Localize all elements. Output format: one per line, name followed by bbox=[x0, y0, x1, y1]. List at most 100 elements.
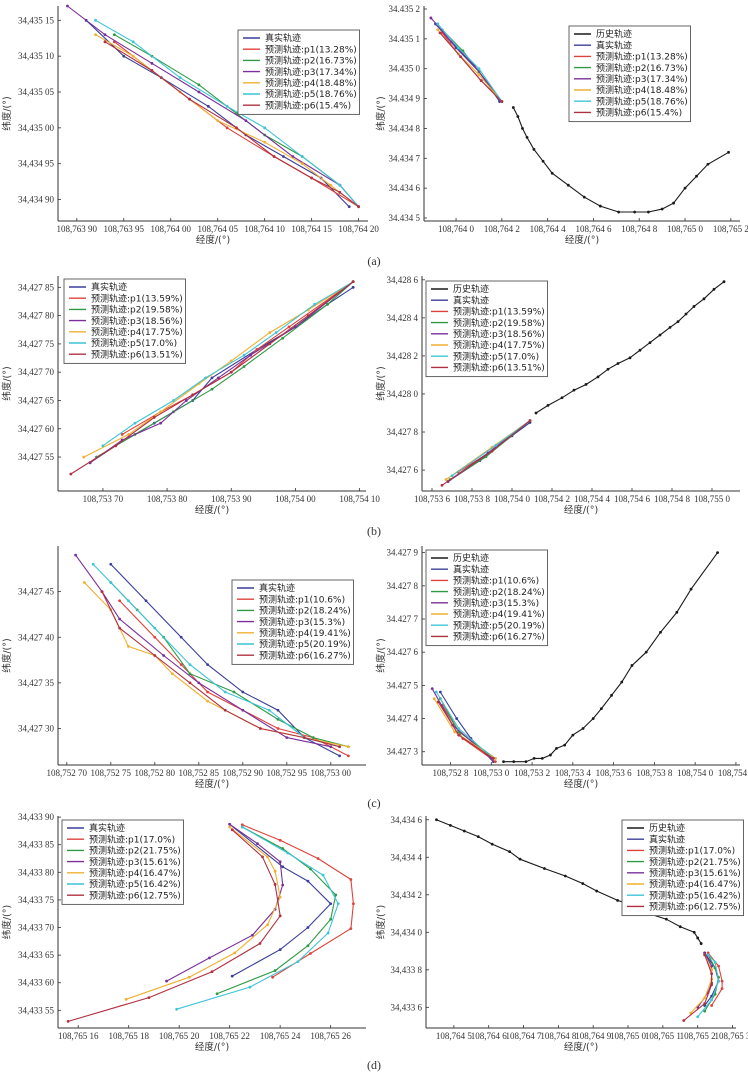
y-axis-title: 纬度/(°) bbox=[375, 96, 387, 130]
data-point bbox=[511, 106, 515, 109]
data-point bbox=[268, 331, 272, 334]
data-point bbox=[429, 16, 433, 20]
y-tick-label: 34,427 6 bbox=[387, 465, 419, 475]
x-tick-label: 108,764 9 bbox=[575, 1031, 612, 1041]
data-point bbox=[338, 754, 341, 758]
data-point bbox=[206, 699, 210, 703]
x-tick-label: 108,753 8 bbox=[454, 494, 491, 504]
data-point bbox=[476, 835, 480, 839]
data-point bbox=[689, 587, 693, 591]
y-tick-label: 34.427 8 bbox=[387, 581, 419, 591]
x-tick-label: 108,765 0 bbox=[610, 1031, 647, 1041]
legend-label: 预测轨迹:p2(19.58%) bbox=[91, 304, 183, 316]
data-point bbox=[178, 76, 182, 80]
data-point bbox=[313, 302, 317, 306]
series-p4 bbox=[432, 697, 497, 760]
data-point bbox=[581, 727, 585, 730]
x-tick-label: 108,752 80 bbox=[135, 768, 176, 778]
legend-box bbox=[621, 819, 744, 917]
data-point bbox=[296, 960, 300, 964]
series-line-p6 bbox=[683, 954, 713, 1021]
legend-label: 预测轨迹:p6(16.27%) bbox=[453, 631, 545, 643]
data-point bbox=[682, 1019, 686, 1022]
series-p5 bbox=[696, 953, 720, 1019]
data-point bbox=[172, 399, 175, 402]
data-point bbox=[230, 828, 234, 832]
data-point bbox=[261, 855, 264, 859]
data-point bbox=[351, 280, 355, 284]
data-point bbox=[69, 472, 73, 476]
data-point bbox=[349, 878, 353, 881]
data-point bbox=[309, 952, 312, 955]
data-point bbox=[66, 1019, 70, 1023]
y-tick-label: 34,433 75 bbox=[18, 895, 55, 905]
x-tick-label: 108,764 0 bbox=[438, 224, 475, 234]
data-point bbox=[65, 4, 69, 8]
legend-label: 预测轨迹:p4(17.75%) bbox=[91, 326, 183, 338]
data-point bbox=[683, 186, 687, 190]
data-point bbox=[581, 882, 585, 885]
data-point bbox=[457, 727, 461, 730]
y-tick-label: 34.435 2 bbox=[389, 4, 421, 14]
x-tick-label: 108,752 75 bbox=[91, 768, 132, 778]
data-point bbox=[287, 325, 291, 329]
x-tick-label: 108,753 80 bbox=[147, 494, 188, 504]
data-point bbox=[206, 104, 210, 108]
legend-label: 预测轨迹:p6(12.75%) bbox=[649, 901, 741, 913]
data-point bbox=[273, 869, 277, 873]
data-point bbox=[267, 708, 271, 712]
series-line-p5 bbox=[451, 420, 531, 477]
data-point bbox=[598, 204, 602, 208]
x-tick-label: 108,753 2 bbox=[514, 768, 550, 778]
legend-label: 预测轨迹:p2(19.58%) bbox=[453, 317, 545, 329]
data-point bbox=[150, 69, 154, 72]
y-tick-label: 34,433 6 bbox=[391, 1002, 423, 1012]
data-point bbox=[242, 365, 246, 368]
data-point bbox=[162, 654, 166, 657]
x-tick-label: 108,752 8 bbox=[433, 768, 470, 778]
legend-label: 预测轨迹:p4(16.47%) bbox=[649, 878, 741, 890]
y-tick-label: 34,427 70 bbox=[18, 367, 55, 377]
x-tick-label: 108,752 90 bbox=[223, 768, 264, 778]
x-axis-title: 经度/(°) bbox=[564, 778, 598, 790]
x-tick-label: 108,754 10 bbox=[339, 494, 380, 504]
y-tick-label: 34,427 30 bbox=[18, 724, 55, 734]
data-point bbox=[528, 419, 532, 423]
data-point bbox=[150, 61, 154, 65]
data-point bbox=[241, 690, 245, 694]
series-p6 bbox=[682, 953, 714, 1022]
data-point bbox=[610, 693, 613, 697]
legend-label: 预测轨迹:p5(16.42%) bbox=[649, 889, 741, 901]
y-tick-label: 34.427 6 bbox=[387, 647, 419, 657]
series-line-true bbox=[110, 563, 340, 757]
x-tick-label: 108,764 4 bbox=[530, 224, 567, 234]
series-line-p5 bbox=[95, 19, 360, 208]
data-point bbox=[703, 953, 707, 957]
x-tick-label: 108,752 85 bbox=[179, 768, 220, 778]
data-point bbox=[326, 931, 330, 935]
legend-label: 预测轨迹:p3(17.34%) bbox=[265, 66, 357, 78]
x-tick-label: 108,764 00 bbox=[150, 224, 191, 234]
chart-svg: 108,764 0 108,764 2 108,764 4 108,764 6 108,… bbox=[375, 4, 748, 246]
legend-label: 预测轨迹:p1(13.28%) bbox=[265, 43, 357, 55]
legend-label: 历史轨迹 bbox=[453, 552, 489, 564]
data-point bbox=[187, 975, 191, 979]
data-point bbox=[338, 183, 342, 187]
y-tick-label: 34,434 95 bbox=[18, 159, 55, 169]
data-point bbox=[144, 599, 148, 603]
data-point bbox=[276, 727, 280, 730]
legend-label: 预测轨迹:p4(19.41%) bbox=[453, 608, 545, 620]
series-line-history bbox=[512, 107, 729, 213]
data-point bbox=[541, 159, 545, 163]
data-point bbox=[120, 433, 124, 436]
legend-label: 预测轨迹:p2(18.24%) bbox=[453, 586, 545, 598]
caption-d: (d) bbox=[367, 1058, 381, 1072]
series-line-p1 bbox=[119, 600, 349, 757]
data-point bbox=[477, 73, 481, 77]
data-point bbox=[114, 444, 118, 448]
data-point bbox=[599, 707, 603, 710]
x-tick-label: 108,753 00 bbox=[311, 768, 352, 778]
y-tick-label: 34,435 00 bbox=[18, 123, 55, 133]
data-point bbox=[276, 708, 280, 712]
data-point bbox=[521, 127, 524, 130]
